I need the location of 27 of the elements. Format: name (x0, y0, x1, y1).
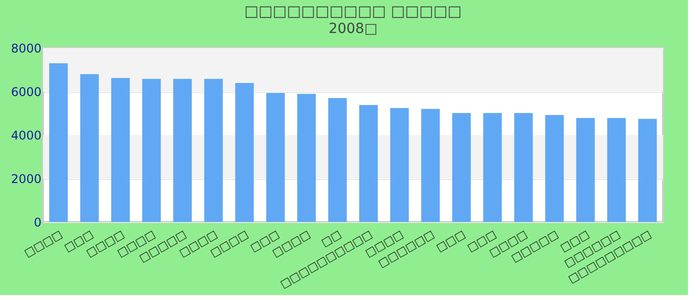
bar (173, 78, 192, 222)
bar (204, 78, 223, 222)
bar (607, 118, 626, 222)
bar (576, 118, 595, 222)
bar (235, 83, 254, 222)
y-tick-label: 8000 (10, 42, 42, 56)
bar (266, 93, 285, 222)
y-tick-label: 0 (34, 216, 42, 230)
y-tick-label: 2000 (10, 172, 42, 186)
bar (452, 113, 471, 222)
chart-title: □□□□□□□□□□ □□□□□ (244, 2, 462, 20)
y-tick-label: 4000 (10, 128, 42, 142)
bar (359, 104, 378, 222)
bar (545, 114, 564, 222)
bar (421, 108, 440, 222)
bar (514, 113, 533, 222)
bar (297, 94, 316, 222)
bar (49, 63, 68, 222)
bar (638, 118, 657, 222)
bar (328, 98, 347, 222)
bar (390, 108, 409, 222)
bar (80, 74, 99, 222)
bar (111, 78, 130, 222)
chart-subtitle: 2008□ (328, 21, 378, 37)
bar (142, 78, 161, 222)
bar (483, 113, 502, 222)
y-tick-label: 6000 (10, 85, 42, 99)
